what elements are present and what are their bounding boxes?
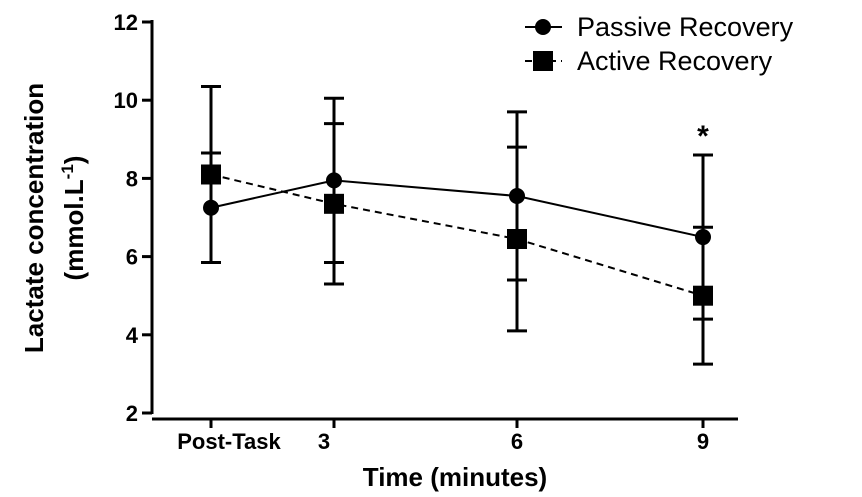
x-tick-label: Post-Task [177,429,281,454]
legend-marker-circle [535,19,551,35]
data-point-square [693,285,713,306]
y-axis-title-line2: (mmol.L-1) [58,156,89,281]
y-tick-label: 12 [114,10,138,35]
y-tick-label: 6 [126,245,138,270]
data-point-square [507,229,527,250]
x-tick-label: 9 [697,429,709,454]
significance-marker: * [697,120,709,153]
data-point-square [201,164,221,185]
legend-label: Active Recovery [577,46,773,76]
y-tick-label: 8 [126,166,138,191]
legend: Passive Recovery Active Recovery [525,12,794,76]
data-point-square [324,193,344,214]
series-line-0 [210,179,704,239]
y-axis-title-line1: Lactate concentration [19,83,49,353]
x-tick-label: 3 [318,429,330,454]
x-tick-label: 6 [511,429,523,454]
y-tick-label: 2 [126,401,138,426]
y-tick-label: 10 [114,88,138,113]
series-line-1 [210,173,704,297]
legend-label: Passive Recovery [577,12,794,42]
x-axis-title: Time (minutes) [363,462,547,492]
legend-marker-square [533,51,553,71]
y-tick-label: 4 [126,323,139,348]
